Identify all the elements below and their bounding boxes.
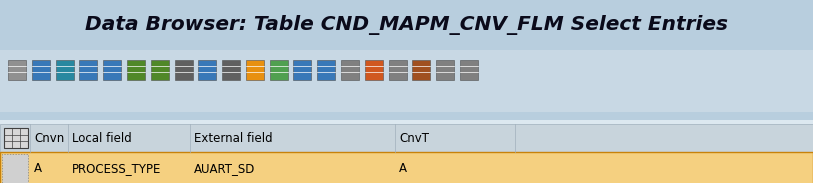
Bar [460,60,478,80]
Bar [437,60,454,80]
Bar [293,60,311,80]
Bar [32,60,50,80]
Bar [80,60,98,80]
Bar [270,60,288,80]
Bar [103,60,121,80]
Bar [0,152,813,183]
Text: Local field: Local field [72,132,132,145]
Bar [222,60,240,80]
Bar [0,112,813,120]
Bar [8,60,26,80]
Text: External field: External field [194,132,272,145]
Bar [175,60,193,80]
Bar [0,0,813,50]
Text: A: A [399,162,407,175]
Bar [127,60,145,80]
Bar [2,154,28,183]
Text: A: A [34,162,42,175]
Bar [246,60,264,80]
Text: PROCESS_TYPE: PROCESS_TYPE [72,162,161,175]
Bar [389,60,406,80]
Bar [0,124,813,152]
Text: CnvT: CnvT [399,132,429,145]
Bar [0,120,813,183]
Text: Cnvn: Cnvn [34,132,64,145]
Bar [150,60,169,80]
Bar [0,50,813,112]
Bar [4,128,28,148]
Text: AUART_SD: AUART_SD [194,162,255,175]
Bar [198,60,216,80]
Bar [55,60,74,80]
Text: Data Browser: Table CND_MAPM_CNV_FLM Select Entries: Data Browser: Table CND_MAPM_CNV_FLM Sel… [85,15,728,35]
Bar [412,60,430,80]
Bar [317,60,335,80]
Bar [341,60,359,80]
Bar [365,60,383,80]
